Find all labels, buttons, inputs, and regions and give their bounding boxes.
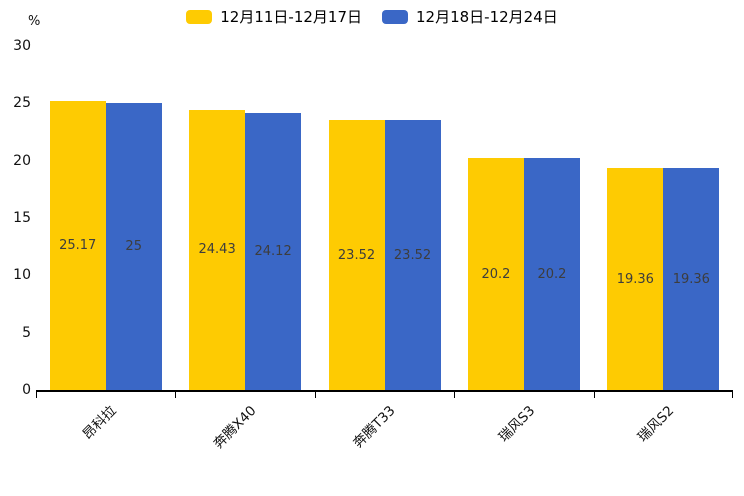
bar-value-label: 19.36	[616, 271, 654, 287]
bar-group: 20.2 20.2	[454, 46, 593, 390]
bar-series1[interactable]: 20.2	[467, 158, 524, 390]
x-axis-tick	[732, 392, 733, 398]
legend-item-series2[interactable]: 12月18日-12月24日	[382, 6, 558, 27]
bar-value-label: 20.2	[537, 266, 567, 282]
legend-label-series2: 12月18日-12月24日	[416, 8, 558, 26]
y-tick-label: 15	[13, 210, 31, 226]
bar-series1[interactable]: 23.52	[328, 120, 385, 390]
y-tick-label: 0	[22, 382, 31, 398]
y-tick-label: 10	[13, 267, 31, 284]
legend-label-series1: 12月11日-12月17日	[220, 8, 362, 26]
y-axis-unit-label: %	[28, 14, 41, 29]
bar-value-label: 25.17	[59, 238, 97, 254]
y-tick-label: 30	[13, 38, 31, 54]
bar-value-label: 25	[125, 239, 142, 255]
bar-value-label: 23.52	[337, 247, 376, 263]
x-category-label: 奔腾X40	[210, 402, 260, 452]
y-tick-label: 20	[13, 152, 31, 169]
bar-group: 24.43 24.12	[175, 46, 314, 390]
x-axis-tick	[454, 392, 456, 398]
legend: 12月11日-12月17日 12月18日-12月24日	[0, 6, 744, 27]
bar-value-label: 24.43	[198, 242, 236, 258]
legend-swatch-series2-icon	[382, 9, 408, 24]
bar-value-label: 23.52	[393, 247, 432, 263]
y-tick-label: 25	[13, 95, 31, 112]
x-axis-labels: 昂科拉 奔腾X40 奔腾T33 瑞风S3 瑞风S2	[36, 398, 733, 493]
y-tick-label: 5	[22, 324, 31, 341]
x-axis-tick	[175, 392, 177, 398]
x-category-label: 瑞风S2	[634, 402, 678, 446]
bar-series2[interactable]: 24.12	[245, 113, 302, 390]
bar-value-label: 19.36	[672, 271, 710, 287]
x-category-label: 昂科拉	[79, 402, 120, 443]
bar-series2[interactable]: 23.52	[384, 120, 441, 390]
x-axis-tick	[36, 392, 37, 398]
y-axis: 0 5 10 15 20 25 30	[0, 38, 31, 398]
bar-series2[interactable]: 19.36	[663, 168, 720, 390]
bar-group: 25.17 25	[36, 46, 175, 390]
x-axis-tick	[593, 392, 595, 398]
x-axis-tick	[314, 392, 316, 398]
x-category-label: 瑞风S3	[495, 402, 539, 446]
bar-group: 23.52 23.52	[315, 46, 454, 390]
bar-series2[interactable]: 20.2	[523, 158, 580, 390]
bar-series1[interactable]: 24.43	[189, 109, 246, 390]
bar-value-label: 24.12	[254, 244, 292, 260]
x-category-label: 奔腾T33	[350, 402, 399, 452]
bar-group: 19.36 19.36	[594, 46, 733, 390]
plot-area: 25.17 25 24.43 24.12 23.52 23.52 20.2 20.2 19.36…	[36, 46, 733, 398]
bar-series1[interactable]: 25.17	[49, 101, 106, 390]
legend-swatch-series1-icon	[186, 9, 213, 24]
bar-value-label: 20.2	[481, 266, 511, 282]
bar-series1[interactable]: 19.36	[607, 168, 664, 390]
bar-series2[interactable]: 25	[105, 103, 162, 390]
legend-item-series1[interactable]: 12月11日-12月17日	[186, 6, 362, 27]
